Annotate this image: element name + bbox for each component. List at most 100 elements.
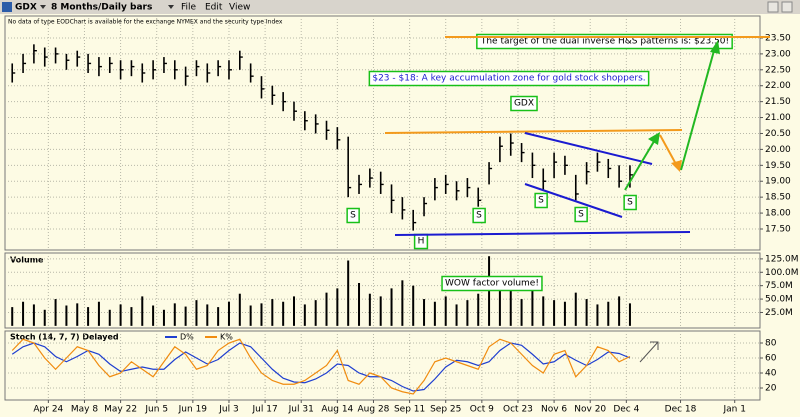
x-tick-label: Sep 25 xyxy=(430,405,461,415)
y-tick-label: 20 xyxy=(765,384,777,394)
volume-bar xyxy=(520,299,523,326)
volume-bar xyxy=(227,301,230,326)
volume-bar xyxy=(76,303,79,326)
annotation: GDX xyxy=(510,95,538,112)
volume-bar xyxy=(325,292,328,326)
x-tick-label: Jul 3 xyxy=(218,405,238,415)
volume-bar xyxy=(303,304,306,326)
volume-bar xyxy=(152,305,155,326)
window-button[interactable] xyxy=(767,1,779,13)
x-tick-label: Sep 11 xyxy=(394,405,425,415)
volume-bar xyxy=(574,292,577,326)
dropdown-arrow[interactable] xyxy=(40,5,46,9)
volume-bar xyxy=(455,304,458,326)
volume-panel xyxy=(4,252,761,329)
y-tick-label: 18.50 xyxy=(765,193,791,203)
volume-bar xyxy=(32,304,35,326)
y-tick-label: 19.50 xyxy=(765,161,791,171)
volume-bar xyxy=(184,306,187,326)
annotation-text: The target of the dual inverse H&S patte… xyxy=(480,37,729,47)
menu-item[interactable]: View xyxy=(229,3,250,13)
dropdown-arrow[interactable] xyxy=(168,5,174,9)
panel-title: Stoch (14, 7, 7) Delayed xyxy=(10,333,119,342)
annotation-box xyxy=(472,207,486,224)
annotation-text: S xyxy=(350,211,356,221)
app-icon xyxy=(2,2,12,12)
annotation-text: WOW factor volume! xyxy=(445,279,539,289)
menu-item[interactable]: File xyxy=(181,3,197,13)
annotation-text: S xyxy=(476,211,482,221)
volume-bar xyxy=(217,307,220,326)
symbol[interactable]: GDX xyxy=(15,3,37,13)
volume-bar xyxy=(22,301,25,326)
volume-bar xyxy=(206,304,209,326)
y-tick-label: 23.00 xyxy=(765,49,791,59)
stoch-line xyxy=(11,342,631,392)
x-tick-label: Nov 20 xyxy=(574,405,606,415)
y-tick-label: 25.0M xyxy=(765,308,793,318)
arrowhead xyxy=(710,40,720,54)
y-tick-label: 60 xyxy=(765,354,777,364)
volume-bar xyxy=(498,285,501,326)
y-tick-label: 75.0M xyxy=(765,281,793,291)
arrow xyxy=(680,46,716,171)
x-tick-label: Aug 14 xyxy=(321,405,353,415)
volume-bar xyxy=(585,299,588,326)
volume-bar xyxy=(379,296,382,326)
volume-bar xyxy=(119,304,122,326)
y-tick-label: 125.0M xyxy=(765,254,799,264)
annotation-box xyxy=(368,70,650,87)
volume-bar xyxy=(238,293,241,326)
stoch-panel xyxy=(4,330,761,401)
y-tick-label: 20.50 xyxy=(765,129,791,139)
annotation: S xyxy=(574,206,588,223)
neckline xyxy=(384,129,683,134)
x-tick-label: Oct 9 xyxy=(470,405,494,415)
volume-bar xyxy=(444,296,447,326)
legend-label: D% xyxy=(180,333,194,342)
period[interactable]: 8 Months/Daily bars xyxy=(51,3,152,13)
x-tick-label: Aug 28 xyxy=(358,405,390,415)
x-tick-label: Jul 17 xyxy=(252,405,278,415)
annotation: S xyxy=(346,207,360,224)
toolbar xyxy=(0,0,800,14)
annotation: WOW factor volume! xyxy=(441,275,543,292)
volume-bar xyxy=(162,309,165,326)
window-button[interactable] xyxy=(781,1,793,13)
volume-bar xyxy=(249,305,252,326)
arrow xyxy=(624,137,657,191)
volume-bar xyxy=(423,299,426,326)
volume-bar xyxy=(607,301,610,326)
y-tick-label: 40 xyxy=(765,369,777,379)
annotation-box xyxy=(534,192,548,209)
volume-bar xyxy=(336,288,339,326)
x-tick-label: Dec 4 xyxy=(613,405,639,415)
arrow xyxy=(639,341,659,363)
arrowhead xyxy=(650,341,659,350)
arrowhead xyxy=(671,160,682,172)
arrowhead xyxy=(648,132,660,145)
menu-item[interactable]: Edit xyxy=(205,3,223,13)
stoch-line xyxy=(11,338,631,395)
y-tick-label: 20.00 xyxy=(765,145,791,155)
x-tick-label: Jun 5 xyxy=(144,405,168,415)
support-line xyxy=(394,231,691,236)
volume-bar xyxy=(11,307,14,326)
annotation-box xyxy=(623,194,637,211)
x-tick-label: Nov 6 xyxy=(541,405,567,415)
panel-title: Volume xyxy=(10,256,44,265)
x-tick-label: Apr 24 xyxy=(33,405,63,415)
x-tick-label: Jul 31 xyxy=(288,405,314,415)
volume-bar xyxy=(509,289,512,326)
x-tick-label: May 8 xyxy=(71,405,98,415)
annotation-box xyxy=(510,95,538,112)
annotation-box xyxy=(574,206,588,223)
x-tick-label: Jun 19 xyxy=(178,405,208,415)
y-tick-label: 19.00 xyxy=(765,177,791,187)
y-tick-label: 23.50 xyxy=(765,33,791,43)
volume-bar xyxy=(314,300,317,326)
annotation-text: S xyxy=(578,210,584,220)
x-tick-label: Oct 23 xyxy=(503,405,533,415)
